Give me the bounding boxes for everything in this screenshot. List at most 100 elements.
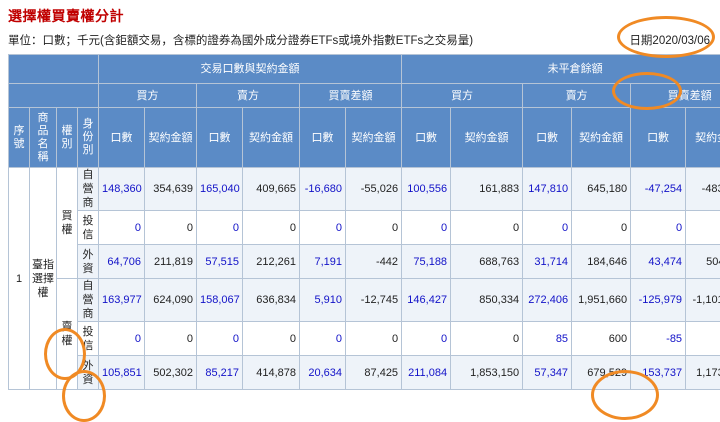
count-cell: 153,737 — [631, 356, 686, 390]
header-identity: 身份別 — [78, 108, 99, 168]
amount-cell: 0 — [451, 322, 523, 356]
count-cell: 0 — [631, 211, 686, 245]
amount-cell: -600 — [686, 322, 720, 356]
subheader-oi-buy: 買方 — [402, 84, 523, 108]
header-type: 權別 — [57, 108, 78, 168]
amount-cell: 0 — [572, 211, 631, 245]
count-cell: 146,427 — [402, 279, 451, 322]
subheader-net: 買賣差額 — [300, 84, 402, 108]
amount-cell: -483,297 — [686, 168, 720, 211]
count-cell: 0 — [99, 211, 145, 245]
amount-cell: 645,180 — [572, 168, 631, 211]
table-row: 投信000000000000 — [9, 211, 720, 245]
identity-cell: 外資 — [78, 356, 99, 390]
count-cell: -125,979 — [631, 279, 686, 322]
identity-cell: 投信 — [78, 322, 99, 356]
amount-cell: 354,639 — [145, 168, 197, 211]
header-product: 商品名稱 — [30, 108, 57, 168]
column-header: 契約金額 — [686, 108, 720, 168]
amount-cell: 1,173,621 — [686, 356, 720, 390]
amount-cell: 161,883 — [451, 168, 523, 211]
count-cell: 75,188 — [402, 245, 451, 279]
option-type-cell: 賣權 — [57, 279, 78, 390]
amount-cell: 184,646 — [572, 245, 631, 279]
column-header: 口數 — [197, 108, 243, 168]
amount-cell: 0 — [243, 322, 300, 356]
amount-cell: 0 — [346, 322, 402, 356]
count-cell: -85 — [631, 322, 686, 356]
count-cell: 100,556 — [402, 168, 451, 211]
count-cell: 57,515 — [197, 245, 243, 279]
count-cell: 165,040 — [197, 168, 243, 211]
product-name-cell: 臺指選擇權 — [30, 168, 57, 390]
group-header-trades: 交易口數與契約金額 — [99, 55, 402, 84]
count-cell: 105,851 — [99, 356, 145, 390]
count-cell: 5,910 — [300, 279, 346, 322]
identity-cell: 自營商 — [78, 279, 99, 322]
options-table: 交易口數與契約金額 未平倉餘額 買方 賣方 買賣差額 買方 賣方 買賣差額 序號… — [8, 54, 720, 390]
amount-cell: 636,834 — [243, 279, 300, 322]
identity-cell: 自營商 — [78, 168, 99, 211]
count-cell: 0 — [402, 211, 451, 245]
count-cell: 147,810 — [523, 168, 572, 211]
amount-cell: 0 — [686, 211, 720, 245]
header-corner-2 — [9, 84, 99, 108]
subheader-oi-net: 買賣差額 — [631, 84, 720, 108]
count-cell: 272,406 — [523, 279, 572, 322]
group-header-open-interest: 未平倉餘額 — [402, 55, 720, 84]
amount-cell: 211,819 — [145, 245, 197, 279]
column-header: 口數 — [402, 108, 451, 168]
amount-cell: 0 — [451, 211, 523, 245]
amount-cell: -442 — [346, 245, 402, 279]
amount-cell: 0 — [145, 322, 197, 356]
option-type-cell: 買權 — [57, 168, 78, 279]
amount-cell: 0 — [243, 211, 300, 245]
count-cell: 20,634 — [300, 356, 346, 390]
unit-note: 單位：口數；千元(含鉅額交易，含標的證券為國外成分證券ETFs或境外指數ETFs… — [8, 32, 473, 48]
amount-cell: 679,529 — [572, 356, 631, 390]
count-cell: 158,067 — [197, 279, 243, 322]
amount-cell: 502,302 — [145, 356, 197, 390]
count-cell: 0 — [300, 322, 346, 356]
column-header: 契約金額 — [145, 108, 197, 168]
column-header: 口數 — [99, 108, 145, 168]
amount-cell: 414,878 — [243, 356, 300, 390]
count-cell: 7,191 — [300, 245, 346, 279]
count-cell: 64,706 — [99, 245, 145, 279]
count-cell: 43,474 — [631, 245, 686, 279]
amount-cell: 504,117 — [686, 245, 720, 279]
amount-cell: 1,853,150 — [451, 356, 523, 390]
column-header: 契約金額 — [346, 108, 402, 168]
subheader-sell: 賣方 — [197, 84, 300, 108]
count-cell: 0 — [523, 211, 572, 245]
count-cell: 0 — [99, 322, 145, 356]
amount-cell: -55,026 — [346, 168, 402, 211]
amount-cell: 600 — [572, 322, 631, 356]
header-serial: 序號 — [9, 108, 30, 168]
identity-cell: 投信 — [78, 211, 99, 245]
count-cell: -16,680 — [300, 168, 346, 211]
amount-cell: 87,425 — [346, 356, 402, 390]
amount-cell: 0 — [145, 211, 197, 245]
column-header: 契約金額 — [243, 108, 300, 168]
identity-cell: 外資 — [78, 245, 99, 279]
column-header: 口數 — [523, 108, 572, 168]
count-cell: 57,347 — [523, 356, 572, 390]
header-corner — [9, 55, 99, 84]
page-title: 選擇權買賣權分計 — [8, 6, 124, 26]
count-cell: 0 — [197, 211, 243, 245]
column-header: 口數 — [631, 108, 686, 168]
amount-cell: -12,745 — [346, 279, 402, 322]
column-header: 契約金額 — [451, 108, 523, 168]
count-cell: 163,977 — [99, 279, 145, 322]
subheader-buy: 買方 — [99, 84, 197, 108]
subheader-oi-sell: 賣方 — [523, 84, 631, 108]
amount-cell: 1,951,660 — [572, 279, 631, 322]
report-date: 日期2020/03/06 — [629, 32, 710, 48]
column-header: 契約金額 — [572, 108, 631, 168]
